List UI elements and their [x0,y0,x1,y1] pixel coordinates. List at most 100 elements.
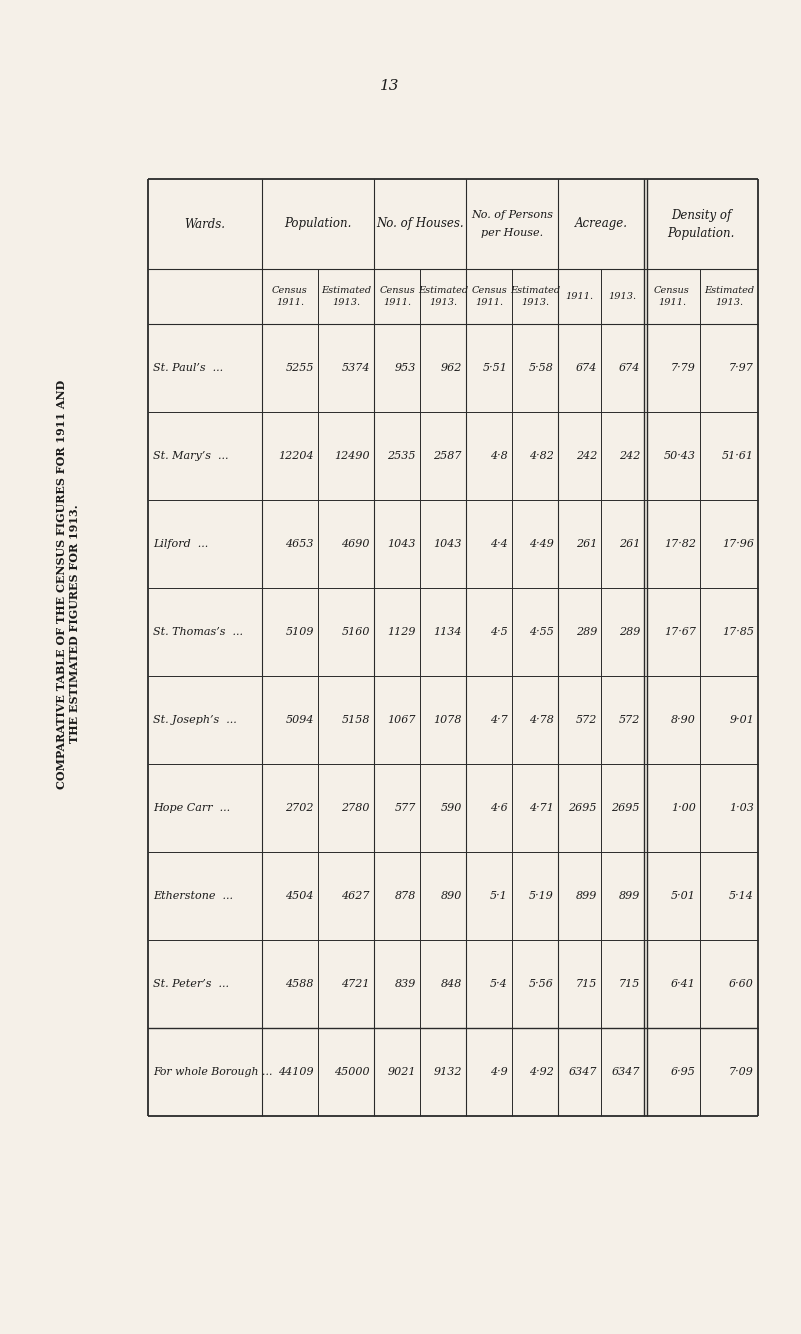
Text: 17·85: 17·85 [722,627,754,638]
Text: 7·79: 7·79 [671,363,696,374]
Text: 12490: 12490 [334,451,370,462]
Text: 715: 715 [576,979,597,988]
Text: St. Joseph’s  ...: St. Joseph’s ... [153,715,237,724]
Text: 2780: 2780 [341,803,370,812]
Text: 289: 289 [618,627,640,638]
Text: 4721: 4721 [341,979,370,988]
Text: 899: 899 [618,891,640,900]
Text: 5374: 5374 [341,363,370,374]
Text: 4·9: 4·9 [490,1067,508,1077]
Text: 572: 572 [576,715,597,724]
Text: 2535: 2535 [388,451,416,462]
Text: 5·51: 5·51 [483,363,508,374]
Text: 6·95: 6·95 [671,1067,696,1077]
Text: 4·4: 4·4 [490,539,508,550]
Text: 261: 261 [576,539,597,550]
Text: 5·1: 5·1 [490,891,508,900]
Text: 878: 878 [395,891,416,900]
Text: 242: 242 [618,451,640,462]
Text: 5·56: 5·56 [529,979,554,988]
Text: 51·61: 51·61 [722,451,754,462]
Text: 9·01: 9·01 [729,715,754,724]
Text: 1129: 1129 [388,627,416,638]
Text: 242: 242 [576,451,597,462]
Text: THE ESTIMATED FIGURES FOR 1913.: THE ESTIMATED FIGURES FOR 1913. [70,504,80,743]
Text: 4·78: 4·78 [529,715,554,724]
Text: 6347: 6347 [611,1067,640,1077]
Text: 2695: 2695 [611,803,640,812]
Text: Wards.: Wards. [184,217,226,231]
Text: St. Mary’s  ...: St. Mary’s ... [153,451,228,462]
Text: 4588: 4588 [285,979,314,988]
Text: 6·41: 6·41 [671,979,696,988]
Text: Census
1911.: Census 1911. [272,287,308,307]
Text: 7·09: 7·09 [729,1067,754,1077]
Text: Census
1911.: Census 1911. [471,287,507,307]
Text: Estimated
1913.: Estimated 1913. [510,287,560,307]
Text: St. Paul’s  ...: St. Paul’s ... [153,363,223,374]
Text: 4627: 4627 [341,891,370,900]
Text: 1911.: 1911. [566,292,594,301]
Text: 12204: 12204 [279,451,314,462]
Text: St. Thomas’s  ...: St. Thomas’s ... [153,627,243,638]
Text: 13: 13 [380,79,400,93]
Text: 577: 577 [395,803,416,812]
Text: 5·14: 5·14 [729,891,754,900]
Text: Acreage.: Acreage. [574,217,627,231]
Text: 17·67: 17·67 [664,627,696,638]
Text: 5·19: 5·19 [529,891,554,900]
Text: 7·97: 7·97 [729,363,754,374]
Text: 4·7: 4·7 [490,715,508,724]
Text: 4·6: 4·6 [490,803,508,812]
Text: Population.: Population. [284,217,352,231]
Text: 962: 962 [441,363,462,374]
Text: 1067: 1067 [388,715,416,724]
Text: For whole Borough ...: For whole Borough ... [153,1067,272,1077]
Text: 45000: 45000 [334,1067,370,1077]
Text: 890: 890 [441,891,462,900]
Text: Estimated
1913.: Estimated 1913. [418,287,468,307]
Text: Population.: Population. [667,227,735,240]
Text: 1·00: 1·00 [671,803,696,812]
Text: Census
1911.: Census 1911. [379,287,415,307]
Text: 2695: 2695 [569,803,597,812]
Text: 2702: 2702 [285,803,314,812]
Text: 5255: 5255 [285,363,314,374]
Text: 1913.: 1913. [609,292,637,301]
Text: 1·03: 1·03 [729,803,754,812]
Text: 1043: 1043 [433,539,462,550]
Text: 5094: 5094 [285,715,314,724]
Text: 4·5: 4·5 [490,627,508,638]
Text: 44109: 44109 [279,1067,314,1077]
Text: 674: 674 [618,363,640,374]
Text: Census
1911.: Census 1911. [654,287,690,307]
Text: 1134: 1134 [433,627,462,638]
Text: 839: 839 [395,979,416,988]
Text: 5·4: 5·4 [490,979,508,988]
Text: 1078: 1078 [433,715,462,724]
Text: 590: 590 [441,803,462,812]
Text: 9021: 9021 [388,1067,416,1077]
Text: 4·8: 4·8 [490,451,508,462]
Text: 289: 289 [576,627,597,638]
Text: 899: 899 [576,891,597,900]
Text: 674: 674 [576,363,597,374]
Text: 50·43: 50·43 [664,451,696,462]
Text: 1043: 1043 [388,539,416,550]
Text: 4·55: 4·55 [529,627,554,638]
Text: 4690: 4690 [341,539,370,550]
Text: 6·60: 6·60 [729,979,754,988]
Text: 261: 261 [618,539,640,550]
Text: 4653: 4653 [285,539,314,550]
Text: per House.: per House. [481,228,543,237]
Text: 4·49: 4·49 [529,539,554,550]
Text: 6347: 6347 [569,1067,597,1077]
Text: 5·58: 5·58 [529,363,554,374]
Text: 953: 953 [395,363,416,374]
Text: 17·96: 17·96 [722,539,754,550]
Text: Hope Carr  ...: Hope Carr ... [153,803,230,812]
Text: 17·82: 17·82 [664,539,696,550]
Text: 9132: 9132 [433,1067,462,1077]
Text: 2587: 2587 [433,451,462,462]
Text: 5158: 5158 [341,715,370,724]
